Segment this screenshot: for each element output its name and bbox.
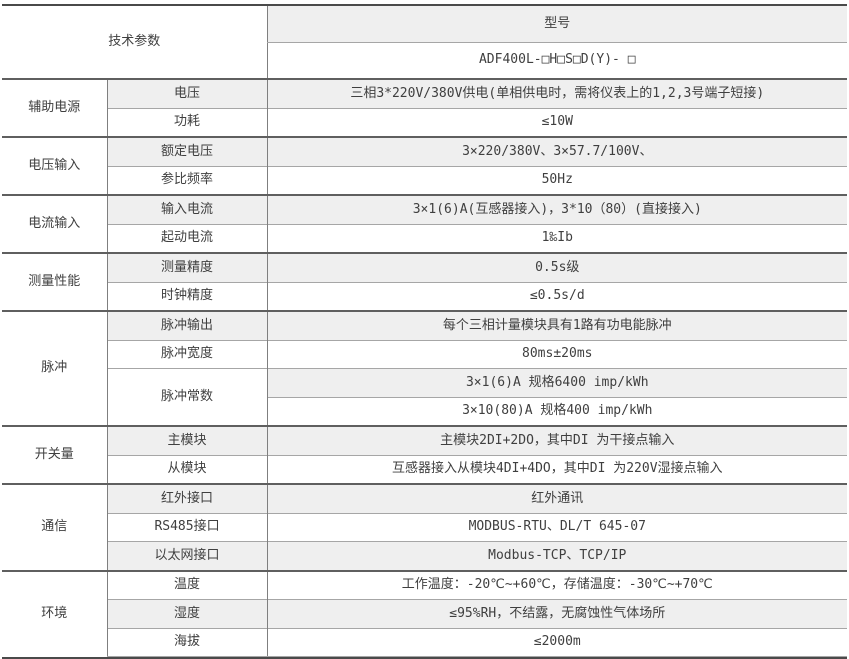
group-cell: 脉冲 <box>2 310 107 426</box>
param-cell: 从模块 <box>106 454 268 484</box>
value-cell: MODBUS-RTU、DL/T 645-07 <box>266 512 848 542</box>
param-cell: 起动电流 <box>106 223 268 253</box>
param-cell: 主模块 <box>106 425 268 455</box>
value-cell: 3×220/380V、3×57.7/100V、 <box>266 136 848 166</box>
value-cell: ≤0.5s/d <box>266 281 848 311</box>
model-header: 型号 <box>266 6 848 43</box>
value-cell: Modbus-TCP、TCP/IP <box>266 541 848 571</box>
param-cell: 红外接口 <box>106 483 268 513</box>
param-cell: 脉冲宽度 <box>106 339 268 369</box>
value-cell: 工作温度：-20℃~+60℃，存储温度：-30℃~+70℃ <box>266 569 848 600</box>
param-cell: 输入电流 <box>106 194 268 224</box>
param-cell: 时钟精度 <box>106 281 268 311</box>
model-value: ADF400L-□H□S□D(Y)- □ <box>266 42 848 79</box>
value-cell: 每个三相计量模块具有1路有功电能脉冲 <box>266 310 848 340</box>
value-cell: ≤10W <box>266 107 848 137</box>
value-cell: 3×1(6)A 规格6400 imp/kWh <box>266 368 848 397</box>
param-cell: 以太网接口 <box>106 541 268 571</box>
value-cell: ≤95%RH，不结露，无腐蚀性气体场所 <box>266 599 848 628</box>
value-cell: 主模块2DI+2DO，其中DI 为干接点输入 <box>266 425 848 455</box>
param-cell: RS485接口 <box>106 512 268 542</box>
param-cell: 功耗 <box>106 107 268 137</box>
value-cell: 红外通讯 <box>266 483 848 513</box>
value-cell: 3×10(80)A 规格400 imp/kWh <box>266 396 848 426</box>
spec-table: 技术参数 型号 ADF400L-□H□S□D(Y)- □ 辅助电源 电压 三相3*2… <box>2 4 848 659</box>
param-cell: 额定电压 <box>106 136 268 166</box>
spec-table-grid: 技术参数 型号 ADF400L-□H□S□D(Y)- □ 辅助电源 电压 三相3*2… <box>2 6 848 657</box>
value-cell: 50Hz <box>266 165 848 195</box>
value-cell: ≤2000m <box>266 627 848 657</box>
param-cell: 参比频率 <box>106 165 268 195</box>
param-cell: 脉冲输出 <box>106 310 268 340</box>
value-cell: 80ms±20ms <box>266 339 848 369</box>
table-title: 技术参数 <box>2 6 268 79</box>
param-cell: 海拔 <box>106 627 268 657</box>
value-cell: 三相3*220V/380V供电(单相供电时，需将仪表上的1,2,3号端子短接) <box>266 78 848 108</box>
group-cell: 环境 <box>2 569 107 657</box>
value-cell: 1‰Ib <box>266 223 848 253</box>
param-cell: 测量精度 <box>106 252 268 282</box>
group-cell: 电流输入 <box>2 194 107 253</box>
value-cell: 互感器接入从模块4DI+4DO，其中DI 为220V湿接点输入 <box>266 454 848 484</box>
group-cell: 开关量 <box>2 425 107 484</box>
group-cell: 通信 <box>2 483 107 571</box>
group-cell: 辅助电源 <box>2 78 107 137</box>
param-cell: 温度 <box>106 569 268 600</box>
value-cell: 0.5s级 <box>266 252 848 282</box>
group-cell: 电压输入 <box>2 136 107 195</box>
value-cell: 3×1(6)A(互感器接入)，3*10（80）(直接接入) <box>266 194 848 224</box>
param-cell: 脉冲常数 <box>106 368 268 426</box>
group-cell: 测量性能 <box>2 252 107 311</box>
param-cell: 湿度 <box>106 599 268 628</box>
param-cell: 电压 <box>106 78 268 108</box>
